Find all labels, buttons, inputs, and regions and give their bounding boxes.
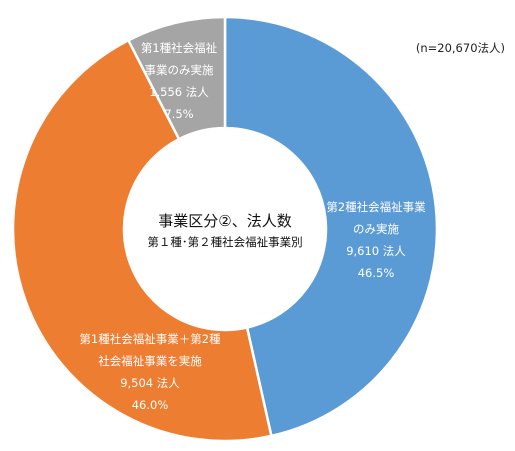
sample-size-note: (n=20,670法人)	[416, 41, 505, 55]
donut-hole	[124, 128, 326, 330]
center-title: 事業区分②、法人数	[158, 212, 291, 230]
slice-2-value-label: 9,504 法人	[120, 376, 180, 390]
slice-2-name-line-2: 社会福祉事業を実施	[98, 354, 202, 368]
slice-1-name-line-1: 第2種社会福祉事業	[326, 200, 426, 214]
slice-1-name-line-2: のみ実施	[353, 222, 399, 236]
slice-3-name-line-1: 第1種社会福祉	[141, 41, 218, 55]
slice-1-percent-label: 46.5%	[358, 266, 395, 280]
slice-2-name-line-1: 第1種社会福祉事業＋第2種	[79, 332, 221, 346]
center-subtitle: 第１種･第２種社会福祉事業別	[147, 235, 302, 249]
slice-3-name-line-2: 事業のみ実施	[145, 63, 214, 77]
slice-1-value-label: 9,610 法人	[346, 244, 406, 258]
slice-3-value-label: 1,556 法人	[149, 85, 209, 99]
slices-group	[11, 15, 439, 443]
slice-3-percent-label: 7.5%	[164, 107, 193, 121]
slice-2-percent-label: 46.0%	[132, 398, 169, 412]
